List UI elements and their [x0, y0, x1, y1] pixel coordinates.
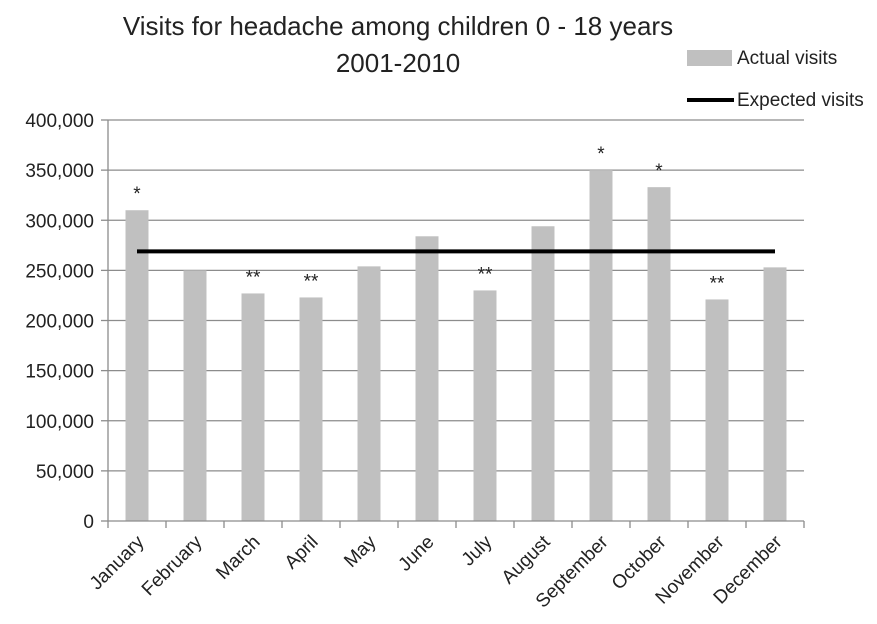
bar-december	[763, 267, 787, 521]
bar-november	[705, 299, 729, 521]
chart-annotations: *** ** ******	[133, 144, 725, 294]
annotation-november: **	[710, 273, 725, 294]
chart-gridlines	[108, 119, 804, 472]
annotation-october: *	[655, 161, 663, 182]
bar-september	[589, 170, 613, 521]
bar-january	[125, 210, 149, 521]
chart-title: Visits for headache among children 0 - 1…	[123, 11, 673, 78]
bar-october	[647, 187, 671, 522]
bar-may	[357, 266, 381, 521]
x-axis-tick-label: February	[138, 531, 207, 600]
chart-legend: Actual visits Expected visits	[687, 48, 864, 111]
y-axis-tick-label: 100,000	[25, 412, 94, 433]
y-axis-tick-label: 200,000	[25, 312, 94, 333]
chart-title-line-2: 2001-2010	[336, 48, 460, 78]
x-axis-tick-label: June	[395, 532, 439, 576]
y-axis-tick-label: 0	[83, 512, 94, 533]
bar-march	[241, 293, 265, 521]
y-axis-tick-labels: 0 50,000 100,000 150,000 200,000 250,000 300,0…	[25, 111, 94, 533]
x-axis-tick-label: May	[340, 531, 381, 572]
y-axis-tick-label: 150,000	[25, 362, 94, 383]
y-axis-tick-label: 400,000	[25, 111, 94, 132]
chart-bars	[125, 170, 787, 522]
chart-axes	[101, 119, 805, 528]
y-axis-tick-label: 50,000	[36, 462, 94, 483]
legend-swatch-actual-visits	[687, 50, 732, 66]
x-axis-tick-label: August	[498, 531, 555, 588]
legend-label-actual-visits: Actual visits	[737, 48, 837, 69]
x-axis-tick-label: April	[281, 532, 323, 574]
annotation-september: *	[597, 144, 605, 165]
bar-july	[473, 290, 497, 521]
bar-june	[415, 236, 439, 522]
bar-august	[531, 226, 555, 521]
bar-april	[299, 297, 323, 521]
bar-february	[183, 270, 207, 521]
annotation-july: **	[478, 264, 493, 285]
x-axis-tick-label: July	[458, 531, 497, 570]
y-axis-tick-label: 300,000	[25, 211, 94, 232]
y-axis-tick-label: 350,000	[25, 161, 94, 182]
chart-title-line-1: Visits for headache among children 0 - 1…	[123, 11, 673, 41]
annotation-april: **	[304, 271, 319, 292]
y-axis-tick-label: 250,000	[25, 261, 94, 282]
annotation-march: **	[246, 267, 261, 288]
x-axis-tick-label: March	[212, 532, 264, 584]
annotation-january: *	[133, 184, 141, 205]
legend-label-expected-visits: Expected visits	[737, 90, 864, 111]
